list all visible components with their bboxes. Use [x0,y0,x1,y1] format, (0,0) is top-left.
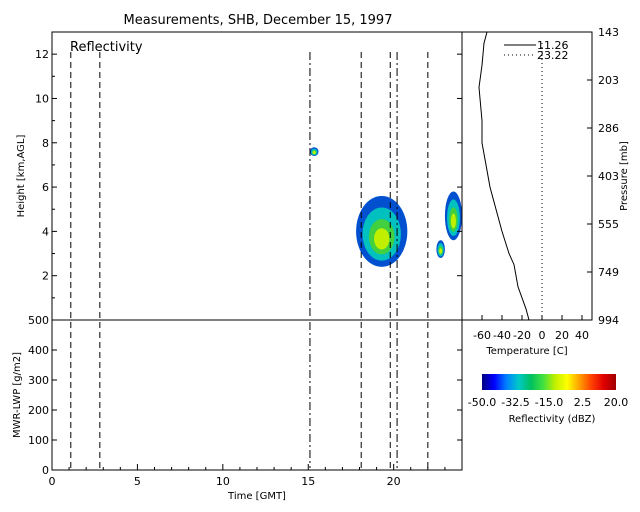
time-markers [70,52,429,318]
cloud-echo [356,195,408,267]
height-tick-label: 10 [35,92,49,105]
pressure-tick-label: 403 [598,170,619,183]
temperature-tick-label: 20 [555,329,569,342]
colorbar-tick-label: -15.0 [535,396,563,409]
colorbar-tick-label: 2.5 [574,396,592,409]
time-tick-label: 10 [216,475,230,488]
echo-layer [312,151,316,155]
lwp-time-markers [70,322,429,468]
time-tick-label: 5 [134,475,141,488]
sounding-solid-line [478,31,530,321]
cloud-echo [436,240,445,258]
height-tick-label: 6 [42,181,49,194]
lwp-tick-label: 100 [28,434,49,447]
pressure-tick-label: 286 [598,122,619,135]
lwp-tick-label: 300 [28,374,49,387]
lwp-axes: 0 100 200 300 400 500 0 5 10 15 20 [28,314,462,488]
time-axis-label: Time [GMT] [227,491,286,502]
echo-layer [439,248,443,254]
height-tick-label: 2 [42,270,49,283]
time-tick-label: 0 [49,475,56,488]
reflectivity-panel-label: Reflectivity [70,40,143,55]
temperature-tick-label: -20 [513,329,531,342]
cloud-echo [444,191,463,241]
temperature-tick-label: -60 [473,329,491,342]
height-tick-label: 8 [42,137,49,150]
figure-title: Measurements, SHB, December 15, 1997 [124,13,393,28]
colorbar-ticks: -50.0 -32.5 -15.0 2.5 20.0 [468,396,628,409]
colorbar-tick-label: -32.5 [501,396,529,409]
colorbar-title: Reflectivity (dBZ) [509,414,596,425]
reflectivity-frame [51,31,463,321]
pressure-tick-label: 749 [598,266,619,279]
colorbar-gradient [482,374,616,390]
temperature-tick-label: 40 [575,329,589,342]
lwp-tick-label: 200 [28,404,49,417]
temperature-tick-label: -40 [493,329,511,342]
sounding-profiles [478,31,543,321]
sounding-axes: -60 -40 -20 0 20 40 994 749 555 403 286 203 143 [473,26,619,342]
lwp-tick-label: 500 [28,314,49,327]
reflectivity-panel: Reflectivity 2 4 6 8 10 12 Height [km,AGL] [16,31,463,321]
lwp-axis-label: MWR-LWP [g/m2] [12,352,23,438]
temperature-tick-label: 0 [539,329,546,342]
echo-layer [374,228,390,250]
echo-layer [450,213,457,229]
temperature-axis-label: Temperature [C] [485,346,567,357]
lwp-tick-label: 0 [42,464,49,477]
time-tick-label: 15 [301,475,315,488]
pressure-tick-label: 203 [598,74,619,87]
colorbar-tick-label: 20.0 [604,396,629,409]
height-axis: 2 4 6 8 10 12 [35,48,462,299]
height-axis-label: Height [km,AGL] [16,135,27,218]
legend-solid-label: 11.26 [537,39,569,52]
sounding-panel: -60 -40 -20 0 20 40 994 749 555 403 286 203 143 11.2… [461,26,630,357]
time-tick-label: 20 [387,475,401,488]
reflectivity-colorbar: -50.0 -32.5 -15.0 2.5 20.0 Reflectivity (dBZ… [468,374,628,425]
cloud-echoes [309,147,463,267]
pressure-tick-label: 555 [598,218,619,231]
pressure-tick-label: 994 [598,314,619,327]
height-tick-label: 4 [42,225,49,238]
sounding-frame [461,31,593,321]
lwp-tick-label: 400 [28,344,49,357]
lwp-frame [51,319,463,471]
colorbar-tick-label: -50.0 [468,396,496,409]
legend-dotted-label: 23.22 [537,49,569,62]
sounding-legend: 11.26 23.22 [504,39,569,62]
height-tick-label: 12 [35,48,49,61]
cloud-echo [309,147,319,157]
pressure-tick-label: 143 [598,26,619,39]
pressure-axis-label: Pressure [mb] [619,141,630,211]
